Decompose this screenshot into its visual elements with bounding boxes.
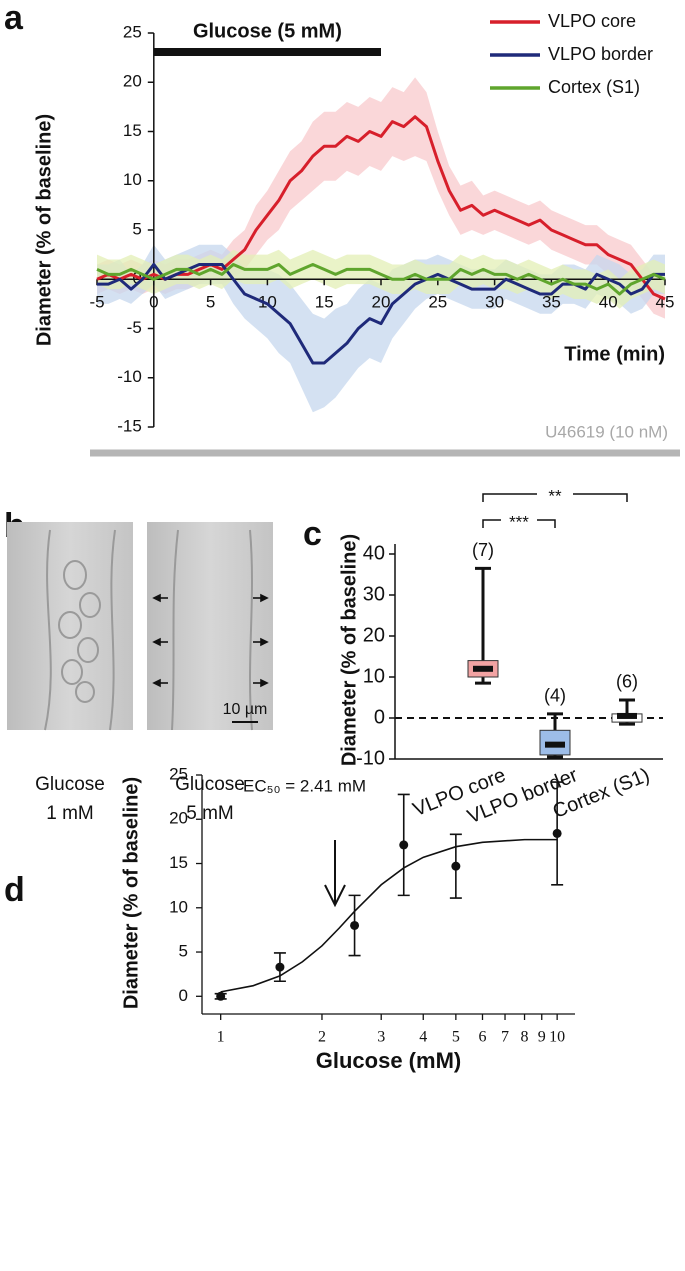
legend-label: VLPO core <box>548 11 636 31</box>
x-tick-label: 40 <box>599 293 618 312</box>
y-tick-label: 30 <box>363 583 385 605</box>
x-tick-label: 7 <box>501 1029 509 1046</box>
n-label: (4) <box>544 686 566 706</box>
caption: Glucose <box>175 774 245 795</box>
ec50-arrow <box>324 840 346 908</box>
cells <box>44 529 116 731</box>
label-bg <box>537 488 573 500</box>
significance-label: *** <box>509 512 529 531</box>
y-tick-label: 0 <box>179 986 188 1005</box>
y-tick-label: 40 <box>363 542 385 564</box>
point <box>350 920 360 930</box>
x-tick-label: 30 <box>485 293 504 312</box>
point <box>216 991 226 1001</box>
treatment-label: U46619 (10 nM) <box>545 422 668 441</box>
x-tick-label: -5 <box>89 293 104 312</box>
y-axis-title: Diameter (% of baseline) <box>338 534 360 766</box>
annotation: EC₅₀ = 2.41 mM <box>243 776 366 795</box>
x-axis-title: Time (min) <box>564 343 665 365</box>
x-axis-title: Glucose (mM) <box>316 1048 461 1073</box>
legend-label: Cortex (S1) <box>548 77 640 97</box>
caption: 5 mM <box>186 803 234 824</box>
whisker-high <box>619 698 635 714</box>
x-tick-label: 35 <box>542 293 561 312</box>
x-tick-label: 2 <box>318 1029 326 1046</box>
x-tick-label: 25 <box>428 293 447 312</box>
y-axis-title: Diameter (% of baseline) <box>120 777 142 1009</box>
series-line <box>96 262 666 296</box>
series-line <box>96 115 666 301</box>
y-tick-label: 10 <box>363 665 385 687</box>
median <box>617 712 637 719</box>
x-tick-label: 6 <box>478 1029 486 1046</box>
n-label: (7) <box>472 540 494 560</box>
x-tick-label: 0 <box>149 293 158 312</box>
significance-label: ** <box>548 486 562 505</box>
x-tick-label: 4 <box>419 1029 427 1046</box>
legend-label: VLPO border <box>548 44 653 64</box>
y-tick-label: 15 <box>169 853 188 872</box>
y-tick-label: 15 <box>123 121 142 140</box>
fit-curve <box>220 838 558 993</box>
scale-bar-label: 10 µm <box>223 701 268 718</box>
label-bg <box>501 514 537 526</box>
y-tick-label: 20 <box>123 72 142 91</box>
whisker-low <box>475 677 491 685</box>
y-tick-label: 5 <box>132 219 141 238</box>
y-axis-title: Diameter (% of baseline) <box>33 114 55 346</box>
caption: Glucose <box>35 774 105 795</box>
x-tick-label: 8 <box>521 1029 529 1046</box>
y-tick-label: 25 <box>169 764 188 783</box>
x-tick-label: 10 <box>549 1029 565 1046</box>
n-label: (6) <box>616 672 638 692</box>
y-tick-label: -15 <box>117 416 142 435</box>
caption: 1 mM <box>46 803 94 824</box>
y-tick-label: 25 <box>123 22 142 41</box>
point <box>275 962 285 972</box>
x-tick-label: 5 <box>206 293 215 312</box>
y-tick-label: 0 <box>374 706 385 728</box>
y-tick-label: 20 <box>363 624 385 646</box>
panel-label: d <box>4 871 25 909</box>
point <box>552 828 562 838</box>
panel-b: b 10 µm Glucose 1 mM Glucose 5 mM <box>4 507 273 824</box>
y-tick-label: 20 <box>169 809 188 828</box>
x-tick-label: 20 <box>372 293 391 312</box>
whisker-high <box>475 566 491 661</box>
vessel-walls <box>171 529 253 731</box>
whisker-high <box>547 712 563 731</box>
point <box>451 861 461 871</box>
y-tick-label: -5 <box>127 318 142 337</box>
y-tick-label: -10 <box>356 747 385 769</box>
x-tick-label: 9 <box>538 1029 546 1046</box>
y-tick-label: -10 <box>117 367 142 386</box>
x-tick-label: 3 <box>377 1029 385 1046</box>
stimulus-bar <box>153 48 381 56</box>
arrows <box>152 593 269 688</box>
x-tick-label: 5 <box>452 1029 460 1046</box>
median <box>545 741 565 748</box>
x-tick-label: 15 <box>315 293 334 312</box>
series-line <box>97 262 665 365</box>
x-tick-label: 1 <box>217 1029 225 1046</box>
median <box>473 665 493 672</box>
y-tick-label: 5 <box>179 942 188 961</box>
y-tick-label: 10 <box>169 897 188 916</box>
micrograph <box>147 522 273 730</box>
point <box>399 840 409 850</box>
micrograph <box>7 522 133 730</box>
y-tick-label: 10 <box>123 170 142 189</box>
panel-label: a <box>4 0 24 37</box>
stimulus-label: Glucose (5 mM) <box>193 20 342 42</box>
panel-label: c <box>303 515 322 553</box>
